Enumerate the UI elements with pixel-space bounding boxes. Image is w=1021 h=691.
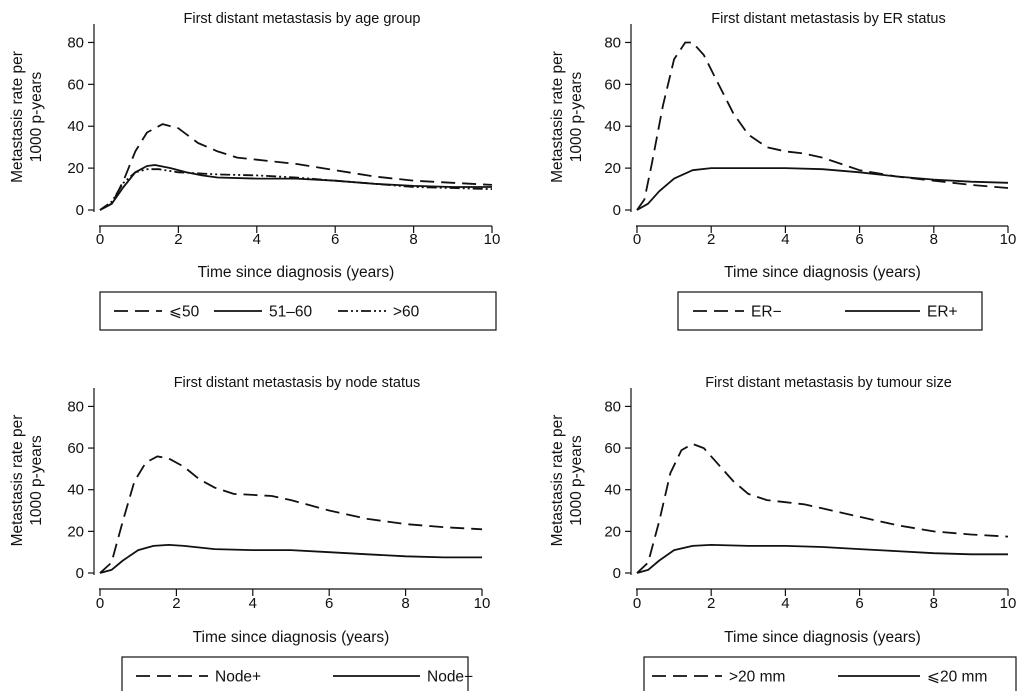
chart-title: First distant metastasis by ER status — [711, 11, 946, 27]
y-axis-label-line: Metastasis rate per — [549, 51, 566, 183]
legend-label: ⩽20 mm — [927, 669, 987, 686]
x-tick-label: 2 — [174, 231, 182, 248]
x-tick-label: 4 — [249, 595, 257, 612]
y-tick-label: 80 — [604, 398, 621, 415]
legend: ⩽50 51–60 >60 — [99, 291, 497, 331]
legend: >20 mm ⩽20 mm — [643, 656, 1017, 691]
x-tick-label: 8 — [930, 231, 938, 248]
x-tick-label: 8 — [930, 595, 938, 612]
x-tick-label: 10 — [1000, 595, 1017, 612]
y-tick-label: 60 — [67, 76, 84, 93]
y-tick-label: 60 — [604, 440, 621, 457]
x-axis-label: Time since diagnosis (years) — [193, 629, 390, 646]
y-tick-label: 0 — [76, 202, 84, 219]
x-tick-label: 2 — [707, 595, 715, 612]
y-axis-label: Metastasis rate per 1000 p-years — [549, 415, 585, 547]
x-tick-label: 4 — [781, 231, 789, 248]
x-tick-label: 6 — [855, 595, 863, 612]
y-axis-label-line: 1000 p-years — [28, 435, 45, 526]
legend-label: 51–60 — [269, 304, 312, 321]
y-tick-label: 40 — [67, 118, 84, 135]
legend-label: >20 mm — [729, 669, 785, 686]
y-tick-label: 40 — [67, 482, 84, 499]
legend: ER− ER+ — [677, 291, 983, 331]
y-tick-label: 60 — [67, 440, 84, 457]
y-axis-label-line: Metastasis rate per — [549, 415, 566, 547]
x-tick-label: 8 — [409, 231, 417, 248]
y-axis-label-line: 1000 p-years — [568, 72, 585, 163]
chart-panel-3: First distant metastasis by node status 0… — [9, 375, 490, 691]
y-tick-label: 80 — [67, 398, 84, 415]
series-line — [636, 41, 1009, 211]
legend-label: ER+ — [927, 304, 958, 321]
x-tick-label: 0 — [96, 595, 104, 612]
y-tick-label: 60 — [604, 76, 621, 93]
x-axis-label: Time since diagnosis (years) — [724, 629, 921, 646]
y-tick-label: 20 — [604, 160, 621, 177]
x-tick-label: 6 — [325, 595, 333, 612]
series-line — [636, 544, 1008, 574]
x-tick-label: 6 — [331, 231, 339, 248]
y-axis-label: Metastasis rate per 1000 p-years — [9, 415, 45, 547]
chart-title: First distant metastasis by node status — [174, 375, 421, 391]
x-tick-label: 4 — [781, 595, 789, 612]
legend-label: ⩽50 — [169, 304, 200, 321]
legend-box — [99, 291, 497, 331]
x-tick-label: 8 — [401, 595, 409, 612]
x-tick-label: 0 — [96, 231, 104, 248]
series-line — [99, 168, 493, 211]
legend-box — [677, 291, 983, 331]
legend-label: ER− — [751, 304, 782, 321]
chart-title: First distant metastasis by age group — [184, 11, 421, 27]
y-tick-label: 40 — [604, 482, 621, 499]
y-tick-label: 0 — [76, 565, 84, 582]
x-tick-label: 6 — [855, 231, 863, 248]
series-line — [99, 123, 493, 211]
y-axis-label-line: Metastasis rate per — [9, 415, 26, 547]
legend-box — [121, 656, 469, 691]
y-tick-label: 80 — [67, 34, 84, 51]
x-tick-label: 10 — [474, 595, 491, 612]
legend-label: Node− — [427, 669, 473, 686]
chart-title: First distant metastasis by tumour size — [705, 375, 952, 391]
y-tick-label: 0 — [613, 565, 621, 582]
x-tick-label: 2 — [172, 595, 180, 612]
series-line — [636, 167, 1009, 211]
y-axis-label-line: 1000 p-years — [28, 72, 45, 163]
y-tick-label: 20 — [604, 523, 621, 540]
y-axis-label-line: 1000 p-years — [568, 435, 585, 526]
legend-box — [643, 656, 1017, 691]
x-tick-label: 4 — [253, 231, 261, 248]
series-line — [99, 455, 483, 574]
x-tick-label: 0 — [633, 595, 641, 612]
legend-label: Node+ — [215, 669, 261, 686]
chart-panel-2: First distant metastasis by ER status020… — [549, 11, 1017, 331]
series-line — [99, 544, 482, 574]
y-tick-label: 20 — [67, 523, 84, 540]
y-axis-label-line: Metastasis rate per — [9, 51, 26, 183]
x-tick-label: 2 — [707, 231, 715, 248]
x-tick-label: 0 — [633, 231, 641, 248]
legend: Node+ Node− — [121, 656, 473, 691]
series-line — [636, 443, 1009, 574]
x-axis-label: Time since diagnosis (years) — [198, 264, 395, 281]
y-tick-label: 80 — [604, 34, 621, 51]
legend-label: >60 — [393, 304, 420, 321]
x-tick-label: 10 — [484, 231, 501, 248]
chart-panel-4: First distant metastasis by tumour size 0… — [549, 375, 1017, 691]
y-tick-label: 20 — [67, 160, 84, 177]
x-tick-label: 10 — [1000, 231, 1017, 248]
y-tick-label: 40 — [604, 118, 621, 135]
y-axis-label: Metastasis rate per 1000 p-years — [549, 51, 585, 183]
y-tick-label: 0 — [613, 202, 621, 219]
x-axis-label: Time since diagnosis (years) — [724, 264, 921, 281]
chart-panel-1: First distant metastasis by age group020… — [9, 11, 501, 331]
y-axis-label: Metastasis rate per 1000 p-years — [9, 51, 45, 183]
